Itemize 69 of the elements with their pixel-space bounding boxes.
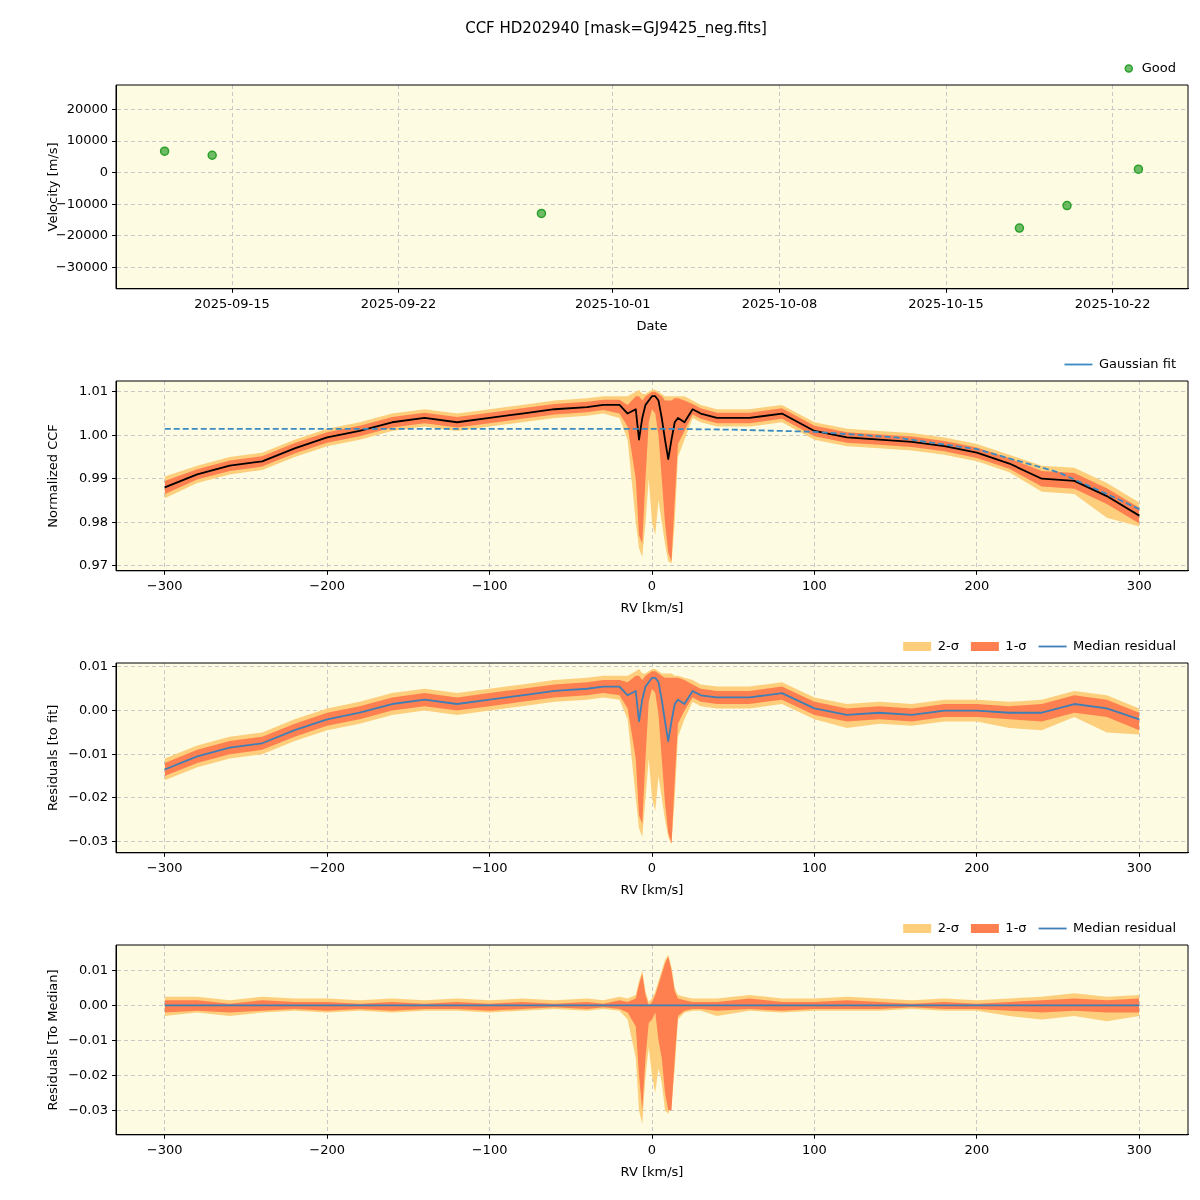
y-tick-label: −0.01 <box>68 745 108 761</box>
point <box>1062 200 1072 211</box>
point <box>159 146 170 156</box>
y-axis-title: Residuals [To Median] <box>45 969 61 1111</box>
y-tick-label: 0.00 <box>79 996 108 1012</box>
x-tick-label: −200 <box>309 1141 346 1157</box>
x-tick-label: 2025-09-22 <box>360 295 437 311</box>
y-tick-label: 10000 <box>66 132 108 148</box>
line-series <box>163 427 1141 511</box>
point <box>1133 164 1144 174</box>
y-axis-title: Normalized CCF <box>45 424 61 528</box>
legend-label: Gaussian fit <box>1098 355 1176 371</box>
legend-label: Median residual <box>1073 637 1177 653</box>
x-tick-label: 100 <box>802 577 827 593</box>
x-tick-label: 300 <box>1126 859 1152 875</box>
x-tick-label: 200 <box>964 859 990 875</box>
y-axis-title: Residuals [to fit] <box>45 704 61 812</box>
y-tick-label: 0.01 <box>79 658 108 674</box>
legend-label: Median residual <box>1073 919 1177 935</box>
x-tick-label: −200 <box>309 577 346 593</box>
x-tick-label: 0 <box>647 859 657 875</box>
x-tick-label: 2025-10-15 <box>908 295 984 311</box>
y-tick-label: 20000 <box>66 100 108 116</box>
x-axis-title: RV [km/s] <box>620 599 684 615</box>
x-tick-label: −100 <box>471 1141 508 1157</box>
y-tick-label: 0.99 <box>79 470 108 486</box>
x-tick-label: 300 <box>1126 577 1152 593</box>
y-tick-label: 0.00 <box>79 701 108 717</box>
point <box>536 208 547 219</box>
x-axis-title: Date <box>636 317 668 333</box>
point <box>1014 223 1025 233</box>
x-tick-label: −200 <box>309 859 346 875</box>
legend-label: 1-σ <box>1005 919 1027 935</box>
y-tick-label: 0 <box>99 164 108 180</box>
x-axis-title: RV [km/s] <box>620 1163 684 1179</box>
y-tick-label: −0.03 <box>68 832 108 848</box>
x-tick-label: 200 <box>964 1141 990 1157</box>
legend-label: 2-σ <box>937 919 959 935</box>
x-tick-label: −100 <box>471 859 508 875</box>
point <box>207 150 217 160</box>
x-tick-label: −300 <box>146 1141 183 1157</box>
x-tick-label: 2025-10-08 <box>741 295 818 311</box>
x-tick-label: 100 <box>802 859 827 875</box>
x-tick-label: −300 <box>146 577 183 593</box>
x-tick-label: 2025-10-01 <box>575 295 651 311</box>
x-tick-label: 100 <box>802 1141 827 1157</box>
y-tick-label: −0.01 <box>68 1031 108 1047</box>
chart-title: CCF HD202940 [mask=GJ9425_neg.fits] <box>465 18 767 38</box>
x-tick-label: 2025-09-15 <box>194 295 270 311</box>
legend-label: 1-σ <box>1005 637 1027 653</box>
y-tick-label: 0.97 <box>79 556 108 572</box>
legend-label: 2-σ <box>937 637 959 653</box>
y-tick-label: −0.02 <box>68 789 108 805</box>
legend-label: Good <box>1141 59 1176 75</box>
x-tick-label: 0 <box>647 1141 657 1157</box>
x-tick-label: −100 <box>471 577 508 593</box>
y-tick-label: −0.02 <box>68 1066 108 1082</box>
y-tick-label: 1.01 <box>79 383 108 399</box>
x-tick-label: −300 <box>146 859 183 875</box>
x-tick-label: 300 <box>1126 1141 1152 1157</box>
x-tick-label: 200 <box>964 577 990 593</box>
y-tick-label: −30000 <box>55 258 108 274</box>
x-axis-title: RV [km/s] <box>620 881 684 897</box>
y-tick-label: −0.03 <box>68 1101 108 1117</box>
y-tick-label: 0.01 <box>79 961 108 977</box>
x-tick-label: 0 <box>647 577 657 593</box>
x-tick-label: 2025-10-22 <box>1074 295 1151 311</box>
y-tick-label: 0.98 <box>79 513 108 529</box>
y-tick-label: 1.00 <box>79 426 108 442</box>
